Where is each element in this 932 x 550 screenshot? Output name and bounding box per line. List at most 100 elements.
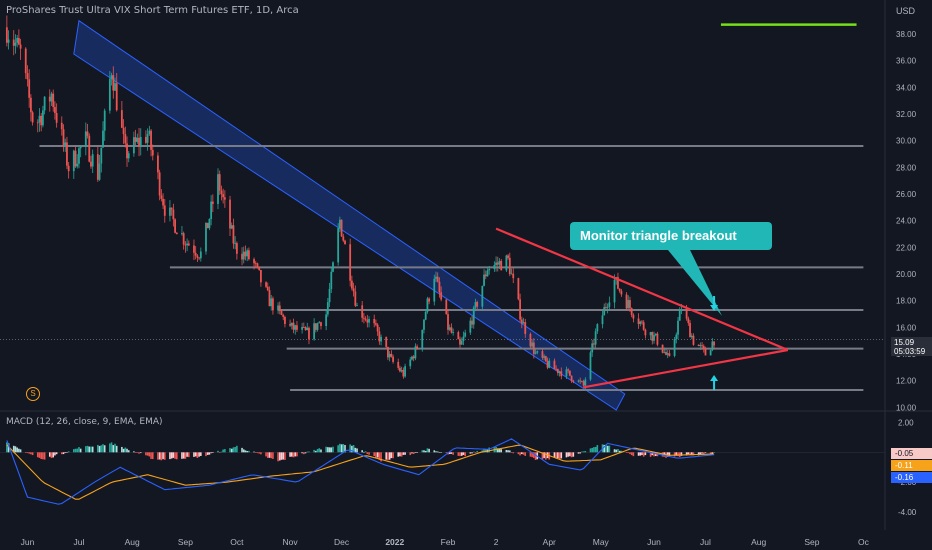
candle-body [510, 273, 513, 275]
macd-histogram-bar [98, 445, 101, 453]
candle-body [199, 251, 202, 259]
macd-histogram-bar [162, 452, 164, 460]
macd-histogram-bar [354, 447, 357, 453]
macd-histogram-bar [531, 452, 533, 458]
candle-body [387, 346, 389, 358]
candle-body [397, 361, 400, 368]
macd-histogram-bar [212, 452, 214, 453]
y-tick-label: 38.00 [896, 30, 917, 39]
candle-body [428, 298, 431, 302]
candle-body [462, 336, 465, 341]
macd-histogram-bar [474, 452, 477, 453]
candle-body [127, 153, 130, 159]
candle-body [150, 130, 152, 150]
candle-body [349, 244, 352, 281]
y-tick-label: 34.00 [896, 83, 917, 92]
candle-body [196, 255, 199, 258]
candle-body [505, 255, 508, 271]
macd-histogram-bar [388, 452, 391, 460]
macd-histogram-bar [617, 448, 619, 453]
macd-histogram-bar [244, 450, 247, 453]
macd-histogram-bar [88, 446, 91, 453]
split-badge-icon[interactable]: S [26, 387, 40, 401]
macd-histogram-bar [411, 452, 413, 454]
macd-histogram-bar [402, 452, 405, 455]
candle-body [356, 305, 358, 307]
macd-histogram-bar [265, 452, 267, 457]
candle-body [544, 356, 547, 362]
macd-histogram-bar [496, 448, 499, 453]
macd-histogram-bar [560, 452, 563, 459]
macd-histogram-bar [66, 452, 68, 453]
macd-histogram-bar [86, 445, 89, 453]
macd-histogram-bar [673, 452, 676, 457]
macd-histogram-bar [73, 449, 75, 453]
macd-histogram-bar [356, 448, 358, 453]
x-tick-label: Sep [178, 537, 193, 547]
macd-histogram-bar [174, 452, 176, 459]
candle-body [433, 278, 436, 302]
candle-body [91, 154, 94, 167]
macd-histogram-bar [450, 452, 453, 454]
candle-body [100, 147, 103, 164]
candle-body [572, 380, 575, 382]
candle-body [108, 78, 111, 111]
candle-body [182, 233, 185, 245]
y-tick-label: 20.00 [896, 270, 917, 279]
candle-body [677, 320, 679, 335]
x-tick-label: May [593, 537, 610, 547]
macd-histogram-bar [224, 449, 226, 453]
candle-body [272, 298, 274, 311]
candle-body [72, 150, 75, 172]
candle-body [486, 270, 489, 277]
candle-body [471, 320, 473, 325]
macd-histogram-bar [102, 444, 104, 453]
candle-body [232, 225, 235, 244]
macd-histogram-bar [48, 452, 51, 457]
candle-body [697, 344, 700, 347]
candle-body [308, 327, 310, 340]
candle-body [661, 344, 664, 353]
macd-histogram-bar [181, 452, 183, 459]
macd-histogram-bar [124, 447, 127, 453]
candle-body [187, 243, 190, 246]
macd-histogram-bar [36, 452, 39, 458]
candle-body [265, 282, 267, 287]
candle-body [507, 255, 509, 258]
candle-body [448, 327, 451, 330]
candle-body [266, 286, 269, 291]
candle-body [151, 149, 154, 156]
candle-body [378, 331, 381, 342]
macd-histogram-bar [591, 447, 593, 453]
candle-body [86, 131, 89, 136]
macd-histogram-bar [127, 450, 130, 453]
candle-body [88, 135, 91, 162]
candle-body [373, 318, 376, 324]
y-tick-label: 32.00 [896, 110, 917, 119]
macd-histogram-bar [414, 452, 417, 453]
macd-histogram-bar [272, 452, 274, 459]
candle-body [326, 302, 329, 315]
macd-histogram-bar [424, 450, 427, 453]
candle-body [654, 333, 657, 336]
candle-body [206, 222, 209, 229]
candle-body [713, 341, 715, 346]
macd-histogram-bar [435, 451, 437, 453]
candle-body [181, 233, 183, 235]
candle-body [424, 311, 427, 320]
candle-body [704, 348, 707, 356]
macd-histogram-bar [387, 452, 389, 461]
macd-histogram-bar [512, 452, 515, 454]
candle-body [5, 27, 8, 43]
macd-histogram-bar [7, 443, 10, 453]
macd-histogram-bar [193, 452, 195, 457]
candle-body [280, 310, 283, 315]
macd-histogram-bar [16, 447, 18, 453]
callout-label[interactable]: Monitor triangle breakout [570, 222, 772, 250]
macd-histogram-bar [121, 446, 123, 453]
candle-body [469, 320, 472, 333]
macd-histogram-bar [43, 452, 46, 460]
candle-body [145, 136, 147, 143]
candle-body [436, 276, 439, 282]
